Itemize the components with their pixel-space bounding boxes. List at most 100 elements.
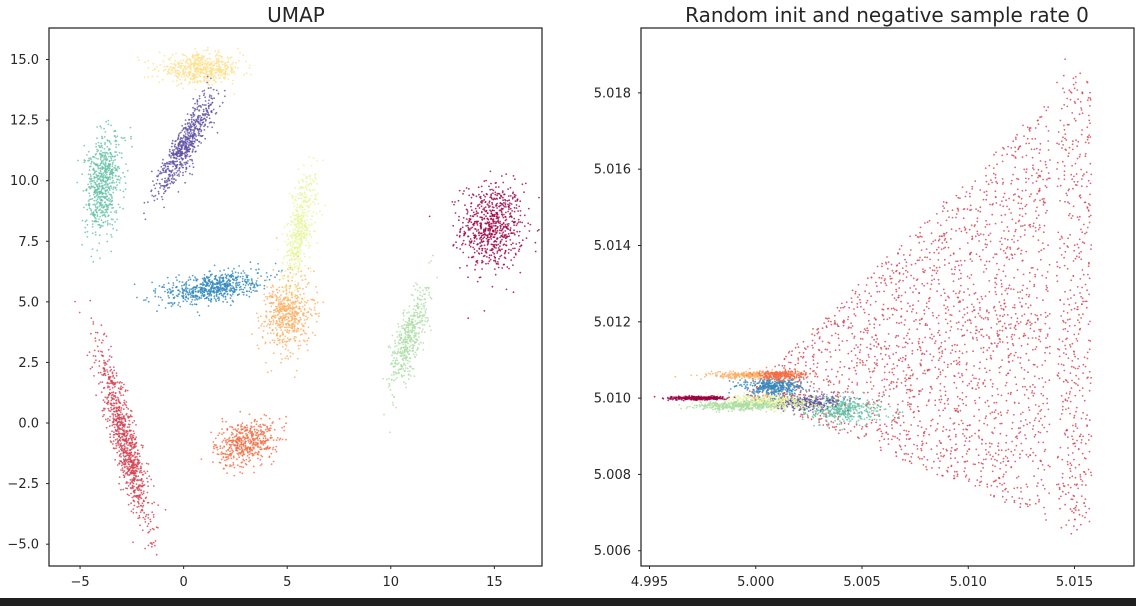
data-point <box>129 479 132 481</box>
data-point <box>127 444 129 446</box>
data-point <box>490 218 492 221</box>
data-point <box>255 280 258 282</box>
data-point <box>317 192 319 195</box>
data-point <box>97 201 99 203</box>
data-point <box>405 367 407 369</box>
data-point <box>313 198 316 201</box>
data-point <box>490 227 493 229</box>
data-point <box>294 303 296 305</box>
data-point <box>212 65 214 67</box>
data-point <box>221 69 223 71</box>
data-point <box>491 201 493 204</box>
data-point <box>419 294 421 297</box>
data-point <box>173 63 175 65</box>
data-point <box>289 315 292 318</box>
data-point <box>124 461 126 464</box>
data-point <box>509 202 511 205</box>
data-point <box>412 308 415 311</box>
data-point <box>476 280 479 283</box>
data-point <box>287 316 290 319</box>
data-point <box>284 319 286 321</box>
data-point <box>124 139 127 142</box>
data-point <box>202 58 204 61</box>
data-point <box>414 288 417 291</box>
data-point <box>493 209 496 212</box>
data-point <box>303 309 306 311</box>
data-point <box>276 307 278 310</box>
data-point <box>538 228 540 231</box>
data-point <box>397 348 400 351</box>
data-point <box>123 417 126 420</box>
data-point <box>229 465 231 468</box>
data-point <box>99 381 102 383</box>
data-point <box>99 204 102 207</box>
data-point <box>298 225 301 228</box>
data-point <box>479 242 481 244</box>
data-point <box>315 212 318 215</box>
data-point <box>106 205 109 207</box>
data-point <box>120 152 123 155</box>
data-point <box>427 319 429 322</box>
data-point <box>509 195 512 197</box>
data-point <box>100 127 103 129</box>
data-point <box>507 203 509 206</box>
data-point <box>113 166 116 169</box>
data-point <box>507 195 510 197</box>
data-point <box>101 381 104 383</box>
data-point <box>501 215 504 217</box>
data-point <box>302 298 305 301</box>
data-point <box>290 307 293 310</box>
data-point <box>120 394 122 397</box>
data-point <box>310 308 313 311</box>
data-point <box>117 387 120 390</box>
data-point <box>502 222 505 224</box>
data-point <box>117 143 120 146</box>
data-point <box>231 68 234 70</box>
data-point <box>297 322 299 325</box>
data-point <box>242 54 245 57</box>
data-point <box>269 429 271 432</box>
data-point <box>514 252 517 255</box>
data-point <box>81 173 84 176</box>
data-point <box>141 463 143 465</box>
data-point <box>500 254 503 257</box>
data-point <box>306 311 308 314</box>
data-point <box>114 432 117 435</box>
data-point <box>109 388 111 391</box>
data-point <box>129 436 132 439</box>
data-point <box>250 425 253 428</box>
data-point <box>283 306 286 309</box>
data-point <box>99 156 102 159</box>
data-point <box>127 503 130 506</box>
data-point <box>408 305 411 308</box>
data-point <box>309 224 312 227</box>
data-point <box>134 456 137 459</box>
data-point <box>206 61 209 64</box>
data-point <box>215 446 218 449</box>
data-point <box>478 207 481 209</box>
data-point <box>113 404 115 407</box>
data-point <box>135 511 138 514</box>
data-point <box>272 332 275 335</box>
data-point <box>249 429 252 431</box>
data-point <box>100 198 103 201</box>
data-point <box>472 232 475 235</box>
data-point <box>239 452 242 455</box>
data-point <box>94 331 97 334</box>
data-point <box>294 319 296 322</box>
data-point <box>407 326 410 329</box>
data-point <box>214 437 217 440</box>
data-point <box>251 453 254 455</box>
data-point <box>466 212 469 215</box>
data-point <box>86 230 89 233</box>
data-point <box>116 381 119 383</box>
data-point <box>242 445 245 447</box>
data-point <box>108 197 110 200</box>
data-point <box>112 402 115 405</box>
data-point <box>293 289 296 292</box>
data-point <box>413 344 415 347</box>
data-point <box>474 213 477 216</box>
data-point <box>115 186 117 189</box>
data-point <box>126 432 129 435</box>
data-point <box>187 75 189 78</box>
